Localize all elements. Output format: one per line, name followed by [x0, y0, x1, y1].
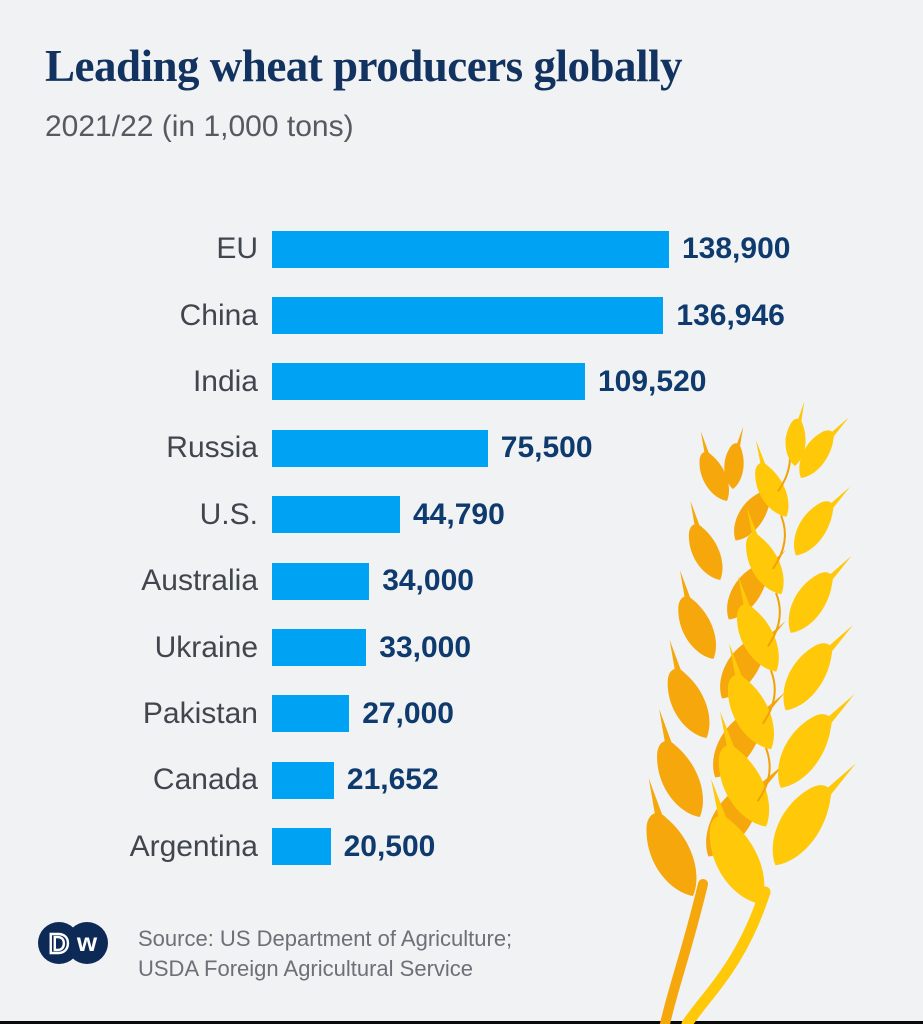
bar-row: China 136,946 [0, 282, 923, 348]
bar-row: Canada 21,652 [0, 747, 923, 813]
bar-category-label: Argentina [129, 829, 258, 863]
bar-row: Australia 34,000 [0, 548, 923, 614]
bar [272, 828, 331, 866]
bar-row: EU 138,900 [0, 216, 923, 282]
bar-category-label: Russia [166, 431, 258, 465]
dw-logo: D w [38, 922, 108, 964]
bar-row: India 109,520 [0, 349, 923, 415]
bar-value-label: 75,500 [500, 431, 593, 465]
bar-category-label: Australia [141, 564, 258, 598]
source-line-2: USDA Foreign Agricultural Service [138, 956, 474, 981]
bar-row: U.S. 44,790 [0, 482, 923, 548]
bar-value-label: 21,652 [346, 763, 439, 797]
bar-value-label: 34,000 [382, 564, 474, 598]
bar-row: Russia 75,500 [0, 415, 923, 481]
dw-logo-letter-w-icon: w [76, 927, 98, 957]
bar-category-label: China [179, 298, 258, 332]
bar [272, 629, 367, 667]
bar-category-label: Pakistan [142, 696, 258, 730]
bar-value-label: 138,900 [682, 232, 791, 266]
bar [272, 695, 350, 733]
bar-value-label: 136,946 [676, 298, 785, 332]
wheat-illustration [646, 401, 856, 1024]
bar-value-label: 109,520 [598, 364, 707, 398]
dw-logo-right-circle [66, 922, 108, 964]
bar-category-label: India [192, 364, 258, 398]
bar-category-label: Ukraine [154, 630, 258, 664]
bar-row: Pakistan 27,000 [0, 681, 923, 747]
bar-row: Ukraine 33,000 [0, 614, 923, 680]
bar-value-label: 27,000 [362, 696, 454, 730]
bar [272, 230, 669, 268]
bar-chart: EU 138,900 China 136,946 India 109,520 Russia 7… [0, 216, 923, 880]
bar-row: Argentina 20,500 [0, 814, 923, 880]
bar [272, 562, 370, 600]
bottom-rule [0, 1021, 923, 1024]
bar-value-label: 44,790 [413, 497, 505, 531]
bar [272, 429, 488, 467]
bar-value-label: 20,500 [343, 829, 436, 863]
page-title: Leading wheat producers globally [45, 41, 682, 91]
bar [272, 363, 585, 401]
bar-category-label: EU [216, 232, 258, 266]
source-line-1: Source: US Department of Agriculture; [138, 926, 513, 951]
page-subtitle: 2021/22 (in 1,000 tons) [45, 110, 354, 143]
bar [272, 496, 400, 534]
bar-category-label: Canada [152, 763, 258, 797]
bar [272, 297, 664, 335]
bar-category-label: U.S. [199, 497, 258, 531]
bar-value-label: 33,000 [379, 630, 472, 664]
source-text: Source: US Department of Agriculture; US… [138, 924, 512, 984]
dw-logo-letter-d-icon: D [49, 928, 69, 959]
bar [272, 761, 334, 799]
